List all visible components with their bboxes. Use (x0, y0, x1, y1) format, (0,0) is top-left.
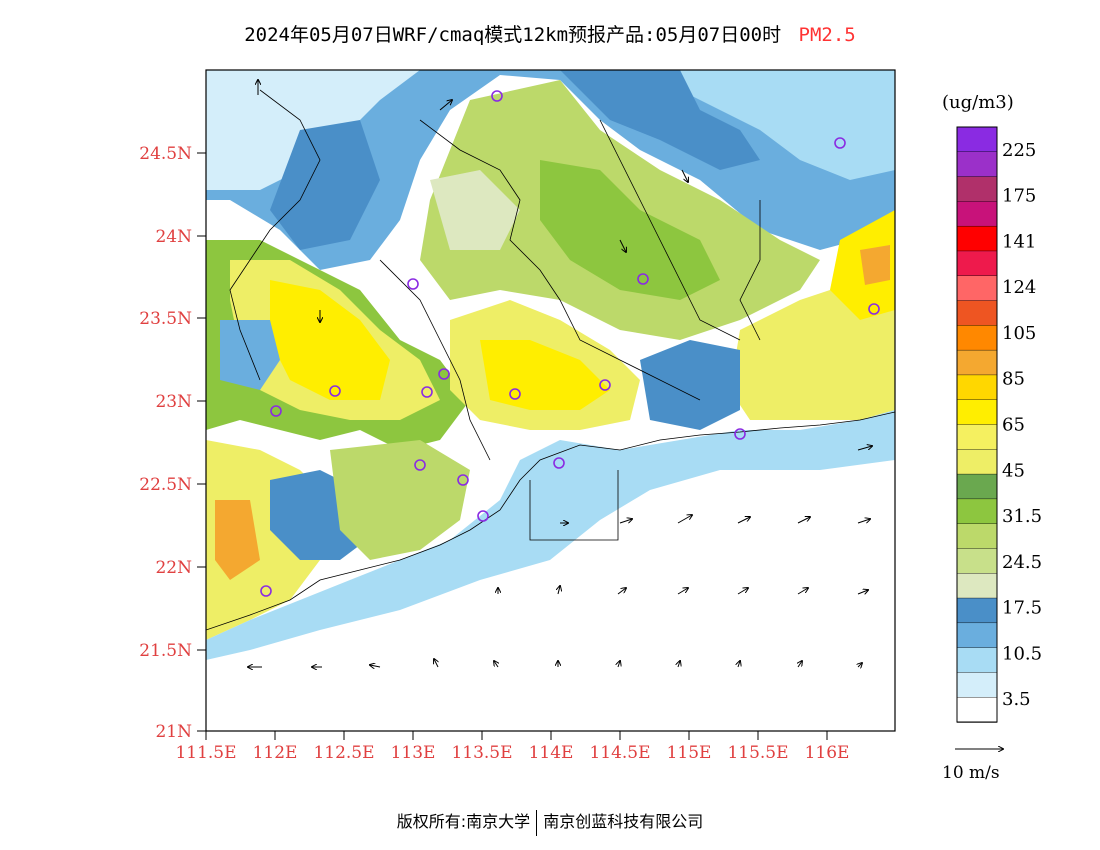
colorbar-label: 175 (1002, 186, 1036, 207)
lon-tick: 113E (391, 743, 436, 763)
colorbar-label: 141 (1002, 231, 1036, 252)
colorbar-label: 65 (1002, 415, 1025, 436)
colorbar-label: 24.5 (1002, 552, 1042, 573)
colorbar-block (956, 573, 998, 599)
lat-tick: 23.5N (139, 309, 192, 329)
colorbar-block (956, 597, 998, 624)
station-markers (260, 90, 880, 597)
colorbar-block (956, 498, 998, 525)
colorbar-block (956, 548, 998, 574)
lat-tick: 22.5N (139, 475, 192, 495)
lon-tick: 112E (253, 743, 298, 763)
colorbar-block (956, 325, 998, 351)
colorbar-block (956, 176, 998, 203)
colorbar-block (956, 672, 998, 698)
footer-right: 南京创蓝科技有限公司 (543, 812, 704, 831)
title-variable: PM2.5 (798, 24, 856, 46)
colorbar-label: 17.5 (1002, 598, 1042, 619)
colorbar-label: 45 (1002, 460, 1025, 481)
colorbar-block (956, 449, 998, 475)
colorbar-block (956, 697, 998, 723)
colorbar-block (956, 399, 998, 426)
lon-tick: 115E (667, 743, 712, 763)
colorbar-block (956, 523, 998, 550)
title-main: 2024年05月07日WRF/cmaq模式12km预报产品:05月07日00时 (244, 24, 782, 46)
wind-legend-label: 10 m/s (942, 763, 1000, 783)
lon-tick: 114.5E (589, 743, 650, 763)
lat-tick: 21N (155, 722, 192, 742)
colorbar-block (956, 250, 998, 277)
colorbar-frame (956, 126, 998, 723)
lon-tick: 116E (805, 743, 850, 763)
wind-vectors (248, 80, 872, 667)
colorbar-block (956, 300, 998, 327)
lat-tick: 24.5N (139, 144, 192, 164)
colorbar-label: 85 (1002, 369, 1025, 390)
colorbar-block (956, 201, 998, 227)
lat-axis: 24.5N 24N 23.5N 23N 22.5N 22N 21.5N 21N (139, 144, 206, 742)
colorbar-block (956, 151, 998, 178)
colorbar-label: 225 (1002, 140, 1036, 161)
lat-tick: 23N (155, 392, 192, 412)
colorbar-block (956, 622, 998, 649)
colorbar-block (956, 126, 998, 153)
footer-separator (536, 809, 538, 836)
pm25-field (206, 70, 895, 731)
colorbar: (ug/m3) 225 175 141 124 105 85 65 45 31.5 24.5 17.… (942, 92, 1042, 723)
lon-tick: 112.5E (313, 743, 374, 763)
colorbar-block (956, 275, 998, 302)
lat-tick: 24N (155, 227, 192, 247)
colorbar-blocks (956, 126, 998, 723)
lon-tick: 114E (529, 743, 574, 763)
colorbar-labels: 225 175 141 124 105 85 65 45 31.5 24.5 17.5 10.5 3.5 (1002, 140, 1042, 710)
lat-tick: 22N (155, 558, 192, 578)
colorbar-block (956, 473, 998, 500)
footer: 版权所有:南京大学 南京创蓝科技有限公司 (0, 808, 1100, 836)
colorbar-block (956, 647, 998, 674)
colorbar-label: 3.5 (1002, 689, 1031, 710)
lon-tick: 111.5E (175, 743, 236, 763)
boundary-lines (206, 89, 895, 631)
lon-tick: 113.5E (451, 743, 512, 763)
footer-left: 版权所有:南京大学 (396, 812, 531, 831)
colorbar-unit: (ug/m3) (942, 92, 1014, 113)
wind-legend: 10 m/s (942, 749, 1003, 783)
colorbar-block (956, 424, 998, 450)
colorbar-label: 10.5 (1002, 643, 1042, 664)
colorbar-block (956, 225, 998, 252)
lat-tick: 21.5N (139, 641, 192, 661)
colorbar-label: 124 (1002, 277, 1036, 298)
colorbar-block (956, 349, 998, 376)
lon-axis: 111.5E 112E 112.5E 113E 113.5E 114E 114.… (175, 731, 849, 763)
map-title: 2024年05月07日WRF/cmaq模式12km预报产品:05月07日00时 … (0, 20, 1100, 47)
colorbar-label: 31.5 (1002, 506, 1042, 527)
lon-tick: 115.5E (727, 743, 788, 763)
colorbar-block (956, 374, 998, 401)
colorbar-label: 105 (1002, 323, 1036, 344)
